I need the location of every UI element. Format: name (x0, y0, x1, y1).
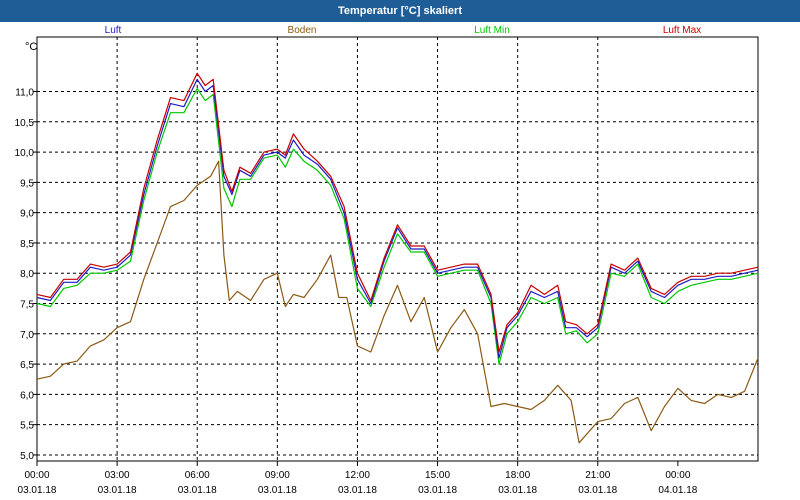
series-line-luft (36, 78, 759, 359)
x-tick-time: 09:00 (265, 470, 290, 481)
y-tick-label: 9,5 (20, 178, 34, 189)
x-tick-time: 06:00 (185, 470, 210, 481)
legend-entry-boden: Boden (288, 25, 317, 36)
x-tick-date: 03.01.18 (178, 485, 217, 496)
y-tick-label: 6,0 (20, 390, 34, 401)
x-tick-date: 03.01.18 (498, 485, 537, 496)
legend-entry-luft-max: Luft Max (663, 25, 701, 36)
x-tick-time: 03:00 (105, 470, 130, 481)
y-tick-label: 10,0 (15, 148, 35, 159)
x-tick-date: 03.01.18 (98, 485, 137, 496)
x-tick-date: 04.01.18 (658, 485, 697, 496)
chart-title: Temperatur [°C] skaliert (0, 0, 800, 22)
x-tick-time: 00:00 (665, 470, 690, 481)
x-tick-time: 00:00 (24, 470, 49, 481)
y-tick-label: 11,0 (15, 88, 34, 99)
legend-entry-luft-min: Luft Min (474, 25, 510, 36)
x-tick-time: 12:00 (345, 470, 370, 481)
x-tick-date: 03.01.18 (18, 485, 57, 496)
x-tick-date: 03.01.18 (418, 485, 457, 496)
x-tick-date: 03.01.18 (578, 485, 617, 496)
series-lines (36, 72, 759, 444)
series-line-luft-max (36, 72, 759, 353)
series-line-boden (36, 160, 759, 444)
y-tick-label: 5,5 (20, 421, 34, 432)
legend: Luft Boden Luft Min Luft Max (105, 25, 702, 36)
y-tick-label: 7,0 (20, 330, 34, 341)
temperature-chart: 5,0 5,5 6,0 6,5 7,0 7,5 8,0 8,5 9,0 9,5 10,0 10,5 11… (15, 25, 759, 496)
y-tick-label: 9,0 (20, 209, 34, 220)
x-tick-date: 03.01.18 (338, 485, 377, 496)
axes: 5,0 5,5 6,0 6,5 7,0 7,5 8,0 8,5 9,0 9,5 10,0 10,5 11… (15, 41, 698, 496)
y-axis-unit: °C (25, 41, 37, 53)
y-tick-label: 7,5 (20, 300, 34, 311)
grid (36, 36, 759, 462)
y-tick-label: 5,0 (20, 451, 34, 462)
y-tick-label: 10,5 (15, 118, 35, 129)
x-tick-time: 18:00 (505, 470, 530, 481)
x-tick-time: 21:00 (585, 470, 610, 481)
legend-entry-luft: Luft (105, 25, 122, 36)
x-tick-date: 03.01.18 (258, 485, 297, 496)
y-tick-label: 8,0 (20, 269, 34, 280)
y-tick-label: 6,5 (20, 360, 34, 371)
plot-frame (36, 36, 759, 462)
x-tick-time: 15:00 (425, 470, 450, 481)
series-line-luft-min (36, 87, 759, 365)
y-tick-label: 8,5 (20, 239, 34, 250)
